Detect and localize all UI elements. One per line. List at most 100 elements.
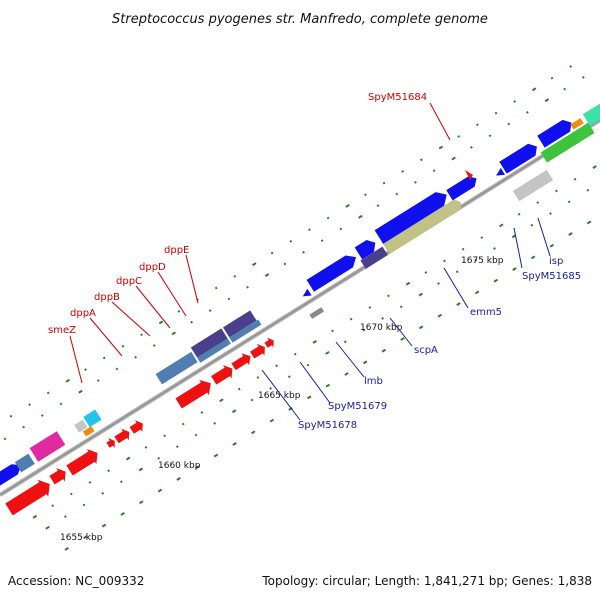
gene-fwd-slate-1[interactable] [190, 328, 228, 358]
gene-SpyM51684[interactable] [465, 170, 473, 180]
gene-fwd-SpyM51678[interactable] [301, 288, 312, 300]
ruler-tick [387, 294, 390, 298]
gene-rev-3[interactable] [65, 445, 103, 478]
gene-fwd-scpA[interactable] [383, 197, 464, 254]
ruler-tick [306, 395, 312, 400]
gene-fwd-long[interactable] [374, 188, 451, 244]
label-dppE[interactable]: dppE [164, 245, 189, 256]
ruler-tick [190, 320, 193, 324]
gene-fwd-1[interactable] [0, 460, 25, 489]
gene-fwd-cyan[interactable] [83, 409, 102, 428]
ruler-tick [420, 158, 423, 162]
gene-rev-dppB[interactable] [209, 362, 236, 387]
ruler-tick [517, 212, 521, 216]
gene-fwd-r2[interactable] [537, 117, 575, 148]
label-lmb[interactable]: lmb [364, 376, 383, 387]
ruler-tick [569, 65, 573, 68]
gene-rev-5[interactable] [113, 426, 133, 446]
ruler-tick [418, 325, 424, 330]
ruler-tick [530, 223, 534, 227]
ruler-tick [573, 177, 577, 181]
ruler-tick [381, 348, 387, 353]
ruler-tick [96, 379, 100, 382]
gene-fwd-lmb-slate[interactable] [360, 246, 388, 269]
reverse-strand [4, 169, 554, 518]
ruler-tick [288, 407, 293, 411]
gene-rev-grey-small[interactable] [309, 307, 324, 319]
label-dppA[interactable]: dppA [70, 308, 96, 319]
gene-fwd-SpyM51685[interactable] [494, 167, 506, 179]
label-SpyM51679[interactable]: SpyM51679 [328, 401, 387, 412]
label-dppC[interactable]: dppC [116, 276, 142, 287]
gene-rev-1[interactable] [4, 476, 55, 518]
gene-rev-dppD[interactable] [248, 341, 268, 361]
ruler-tick [507, 122, 511, 126]
ruler-tick [138, 467, 144, 472]
ruler-tick [364, 193, 367, 197]
gene-rev-dppC[interactable] [230, 350, 254, 372]
ruler-tick [32, 514, 38, 519]
label-SpyM51685[interactable]: SpyM51685 [522, 271, 581, 282]
gene-rev-2[interactable] [48, 465, 70, 487]
label-SpyM51684[interactable]: SpyM51684 [368, 92, 427, 103]
label-dppD[interactable]: dppD [139, 262, 166, 273]
ruler-tick [115, 367, 119, 371]
ruler-tick [581, 76, 585, 79]
gene-fwd-mint[interactable] [582, 98, 600, 127]
ruler-tick [250, 398, 254, 402]
ruler-tick [513, 100, 517, 103]
label-SpyM51678[interactable]: SpyM51678 [298, 420, 357, 431]
gene-fwd-lmb[interactable] [354, 237, 379, 260]
ruler-tick [269, 387, 273, 390]
tick-1655: 1655 kbp [60, 533, 103, 543]
gene-fwd-orange[interactable] [82, 426, 95, 437]
gene-rev-isp[interactable] [512, 169, 554, 202]
gene-fwd-steel-3[interactable] [229, 319, 262, 343]
gene-fwd-emm5[interactable] [446, 173, 479, 201]
gene-fwd-r1[interactable] [499, 141, 540, 174]
gene-fwd-steel-1[interactable] [155, 351, 198, 385]
gene-rev-dppE[interactable] [263, 335, 277, 350]
blue-labels: SpyM51678 SpyM51679 lmb scpA emm5 SpyM51… [261, 217, 581, 431]
ruler-tick [177, 309, 181, 313]
ruler-tick [320, 239, 324, 243]
label-scpA[interactable]: scpA [414, 345, 438, 356]
gene-fwd-SpyM51679[interactable] [306, 251, 360, 292]
ruler-tick [269, 418, 275, 423]
gene-fwd-slate-2[interactable] [223, 310, 257, 338]
ruler-tick [171, 331, 176, 336]
label-smeZ[interactable]: smeZ [48, 325, 76, 336]
ruler-tick [512, 267, 517, 271]
ruler-tick [438, 145, 444, 150]
ruler-tick [214, 286, 218, 290]
gene-fwd-steel-2[interactable] [197, 338, 231, 363]
gene-fwd-magenta[interactable] [29, 431, 66, 462]
ruler-tick [362, 328, 366, 332]
ruler-tick [293, 352, 297, 356]
gene-fwd-grey[interactable] [74, 419, 88, 433]
gene-fwd-green[interactable] [540, 122, 595, 163]
gene-fwd-orange-r[interactable] [570, 118, 584, 130]
ruler-tick [84, 368, 87, 371]
label-isp[interactable]: isp [549, 256, 563, 267]
ruler-tick [264, 273, 270, 277]
label-dppB[interactable]: dppB [94, 292, 120, 303]
gene-rev-dppA[interactable] [174, 376, 216, 411]
ruler-tick [302, 250, 305, 254]
ruler-tick [83, 535, 88, 540]
gene-fwd-2[interactable] [14, 453, 35, 473]
ruler-tick [46, 391, 50, 395]
ruler-tick [82, 503, 86, 507]
ruler-tick [536, 201, 540, 204]
ruler-tick [331, 329, 334, 333]
ruler-tick [456, 302, 461, 306]
ruler-tick [432, 169, 436, 173]
gene-rev-6[interactable] [128, 418, 146, 437]
gene-rev-4[interactable] [105, 436, 118, 450]
label-emm5[interactable]: emm5 [470, 307, 502, 318]
ruler-tick [59, 402, 63, 406]
ruler-tick [480, 236, 484, 239]
ruler-tick [163, 434, 167, 438]
ruler-tick [499, 223, 504, 228]
ruler-tick [194, 433, 198, 437]
